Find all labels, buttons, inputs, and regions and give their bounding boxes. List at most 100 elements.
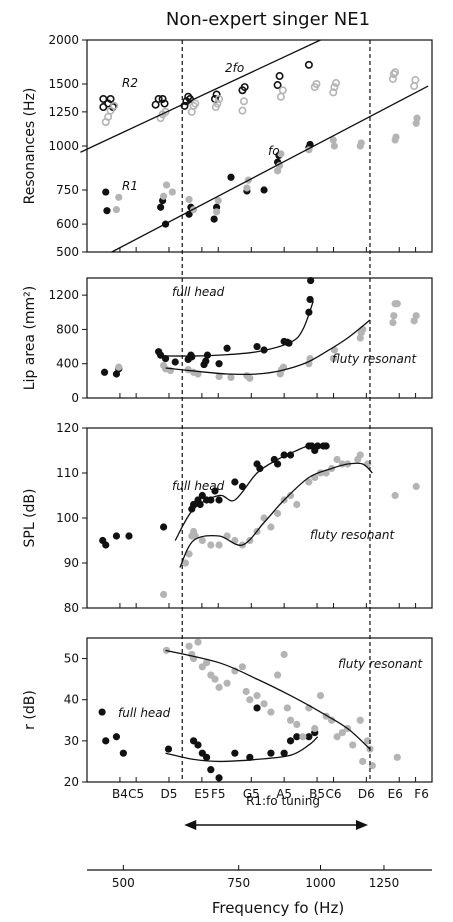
overlay: [181, 40, 371, 782]
tuning-arrow-right-head: [355, 820, 368, 830]
fit-line: [160, 300, 314, 357]
note-label: C6: [326, 787, 342, 801]
data-point: [267, 749, 275, 757]
data-point: [393, 300, 401, 308]
data-point: [202, 659, 211, 667]
y-axis-label: r (dB): [22, 690, 38, 730]
annotation-label: R2: [122, 76, 138, 90]
data-point: [189, 500, 198, 509]
data-point: [115, 193, 123, 201]
data-point: [243, 184, 251, 192]
y-tick-label: 1200: [48, 288, 79, 302]
data-point: [253, 704, 261, 712]
data-point: [278, 86, 287, 95]
data-point: [275, 72, 284, 81]
data-point: [412, 312, 420, 320]
chart-title: Non-expert singer NE1: [166, 9, 370, 30]
annotation-label: fluty resonant: [338, 657, 423, 671]
data-point: [274, 460, 282, 468]
data-point: [306, 140, 314, 149]
note-label: A5: [276, 787, 292, 801]
note-label: E6: [388, 787, 403, 801]
data-point: [198, 491, 206, 500]
data-point: [273, 81, 282, 90]
data-point: [328, 716, 336, 724]
data-point: [215, 496, 223, 504]
data-point: [215, 683, 223, 691]
data-point: [227, 173, 235, 181]
tuning-annotation: R1:fo tuning: [184, 794, 368, 830]
data-point: [280, 650, 288, 659]
data-point: [110, 101, 119, 110]
annotation-label: full head: [172, 285, 225, 299]
y-tick-label: 50: [64, 652, 79, 666]
data-point: [188, 353, 196, 361]
data-point: [207, 766, 215, 774]
data-point: [293, 733, 301, 741]
data-point: [253, 692, 261, 700]
y-tick-label: 1250: [48, 105, 79, 119]
data-point: [276, 92, 285, 101]
data-point: [240, 83, 249, 92]
data-point: [106, 94, 115, 103]
data-point: [390, 312, 398, 320]
data-point: [215, 94, 224, 103]
data-point: [305, 733, 313, 741]
data-point: [211, 487, 219, 495]
data-point: [242, 687, 250, 696]
data-point: [357, 139, 365, 147]
annotation-label: fluty resonant: [310, 528, 395, 542]
data-point: [329, 88, 338, 97]
data-point: [356, 716, 364, 724]
y-axis-label: Lip area (mm²): [22, 286, 38, 391]
data-point: [311, 724, 319, 733]
y-tick-label: 2000: [48, 33, 79, 47]
tuning-arrow-left-head: [184, 820, 197, 830]
panel-spl: 80 90 100 110 120 SPL (dB) full head fluty reso…: [22, 421, 433, 615]
data-point: [293, 720, 301, 729]
data-point: [180, 101, 189, 110]
data-point: [214, 196, 222, 205]
data-point: [160, 590, 168, 599]
fit-line: [80, 39, 321, 153]
annotation-label: full head: [172, 479, 225, 493]
y-tick-label: 30: [64, 734, 79, 748]
y-tick-label: 0: [71, 391, 79, 405]
data-point: [256, 464, 264, 473]
data-point: [213, 99, 222, 108]
data-point: [391, 491, 399, 500]
frequency-tick-label: 500: [112, 876, 135, 890]
data-point: [115, 363, 123, 371]
y-axis-label: SPL (dB): [22, 489, 38, 548]
panel-frame: [86, 427, 433, 609]
data-point: [102, 541, 110, 549]
data-point: [160, 523, 168, 531]
panel-frame: [86, 39, 433, 253]
fit-line: [165, 649, 371, 750]
data-point: [260, 186, 268, 194]
note-label: G5: [243, 787, 260, 801]
y-tick-label: 90: [64, 556, 79, 570]
data-point: [329, 354, 337, 363]
y-tick-label: 80: [64, 601, 79, 615]
data-point: [331, 78, 340, 87]
data-point: [215, 774, 223, 782]
data-point: [411, 75, 420, 84]
data-point: [359, 325, 367, 334]
data-point: [333, 455, 341, 464]
data-point: [277, 150, 285, 158]
fit-line: [179, 462, 373, 568]
data-point: [307, 276, 315, 285]
data-point: [158, 94, 167, 103]
data-point: [168, 188, 176, 196]
data-point: [223, 679, 231, 687]
data-point: [299, 733, 307, 741]
data-point: [185, 550, 193, 558]
fit-line: [174, 445, 327, 541]
data-point: [181, 559, 190, 567]
annotation-label: full head: [118, 706, 171, 720]
data-point: [160, 99, 169, 108]
